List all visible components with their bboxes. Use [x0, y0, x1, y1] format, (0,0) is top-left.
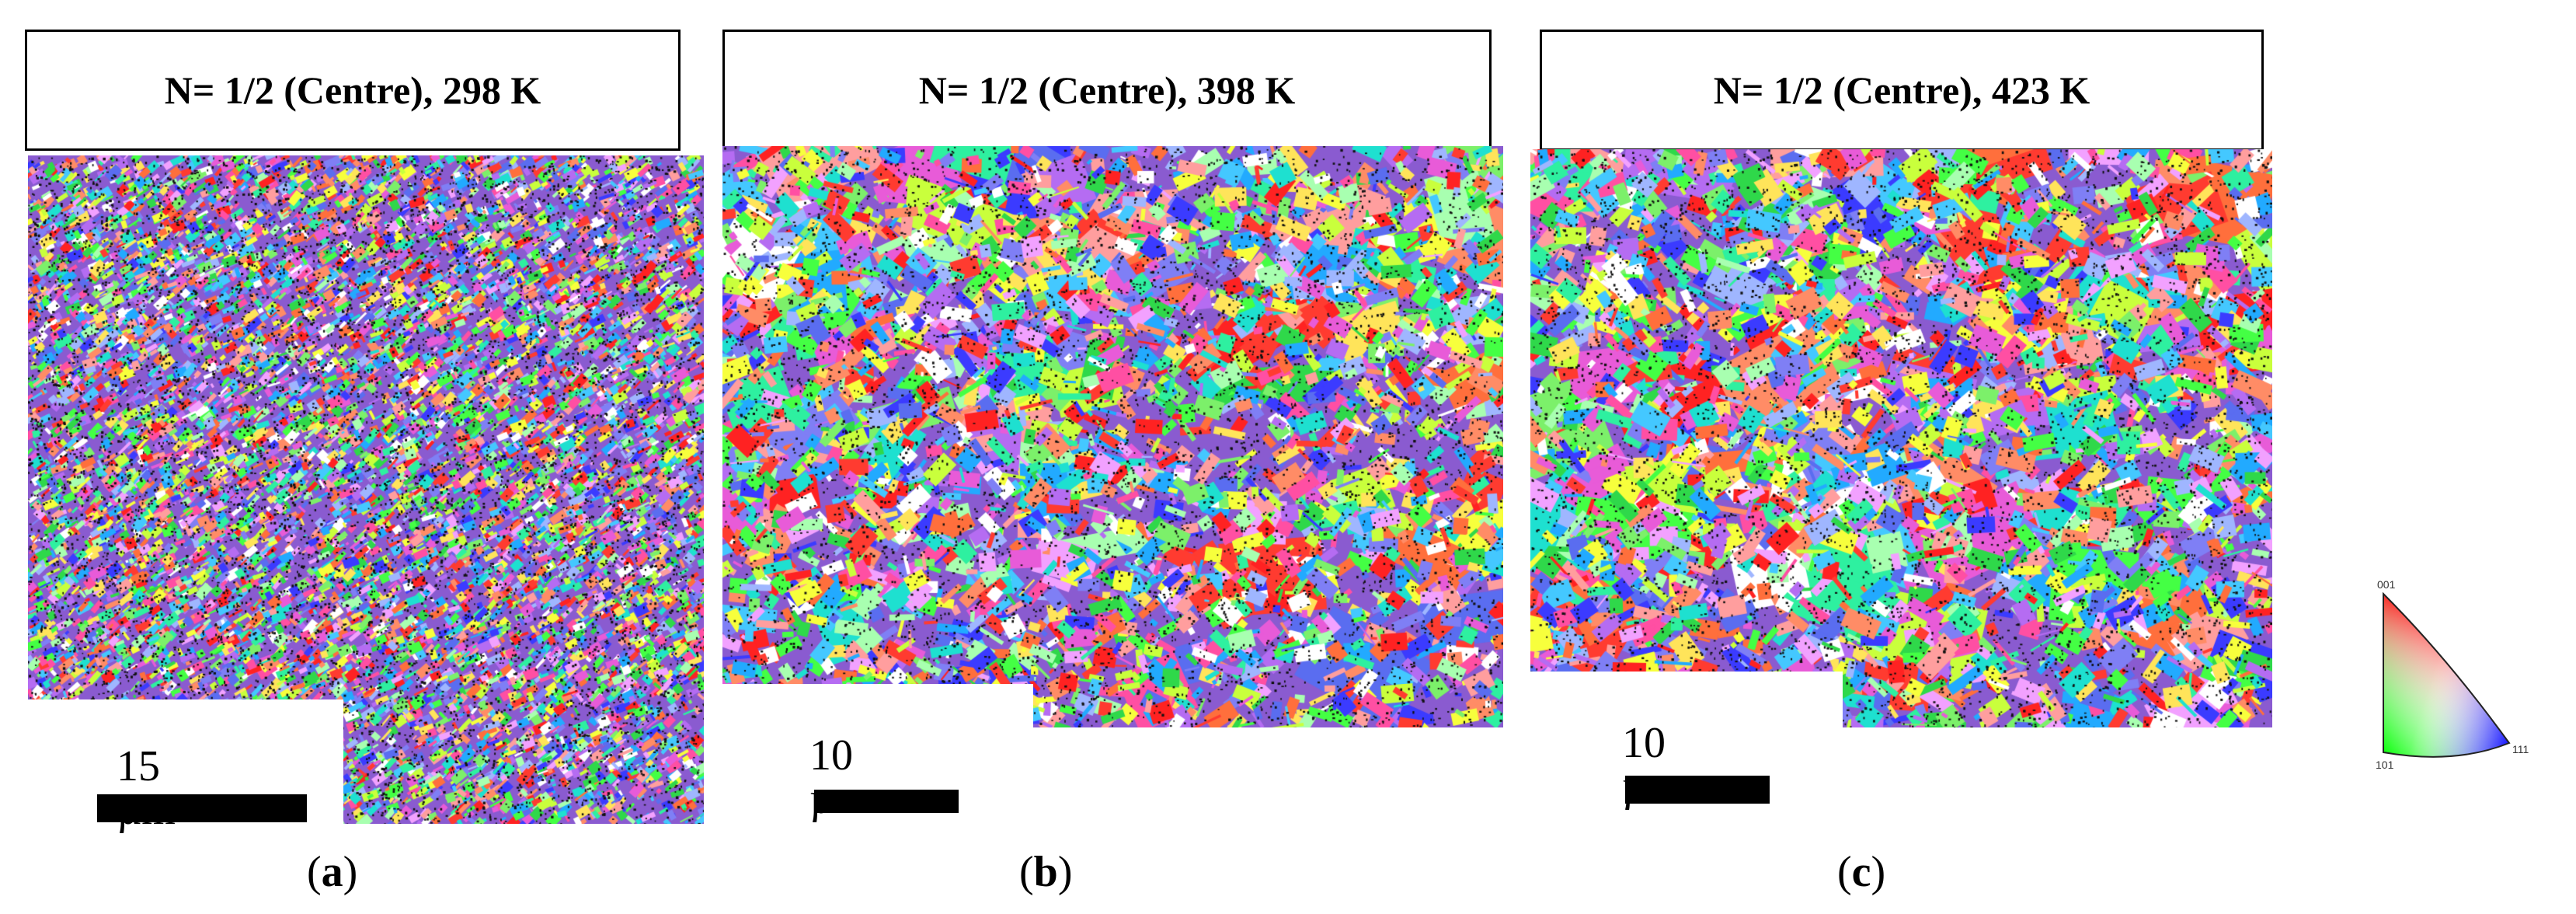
scale-bar-c [1625, 776, 1770, 804]
scale-bar-area-b [722, 684, 1033, 727]
ebsd-map-a [28, 155, 704, 824]
scale-bar-area-c [1530, 672, 1843, 727]
ipf-label-101: 101 [2376, 759, 2394, 771]
scale-bar-a [97, 794, 307, 822]
caption-c: (c) [1837, 848, 1886, 896]
panel-a-title: N= 1/2 (Centre), 298 K [25, 30, 681, 151]
ipf-label-111: 111 [2512, 743, 2529, 755]
caption-a: (a) [307, 848, 358, 896]
ebsd-map-b [722, 146, 1503, 727]
scale-bar-b [814, 790, 959, 813]
ipf-label-001: 001 [2377, 578, 2396, 591]
caption-b: (b) [1019, 848, 1073, 896]
panel-c-title: N= 1/2 (Centre), 423 K [1540, 30, 2264, 151]
panel-b-title: N= 1/2 (Centre), 398 K [722, 30, 1492, 151]
ipf-triangle [2383, 591, 2511, 758]
ebsd-map-c [1530, 149, 2272, 727]
